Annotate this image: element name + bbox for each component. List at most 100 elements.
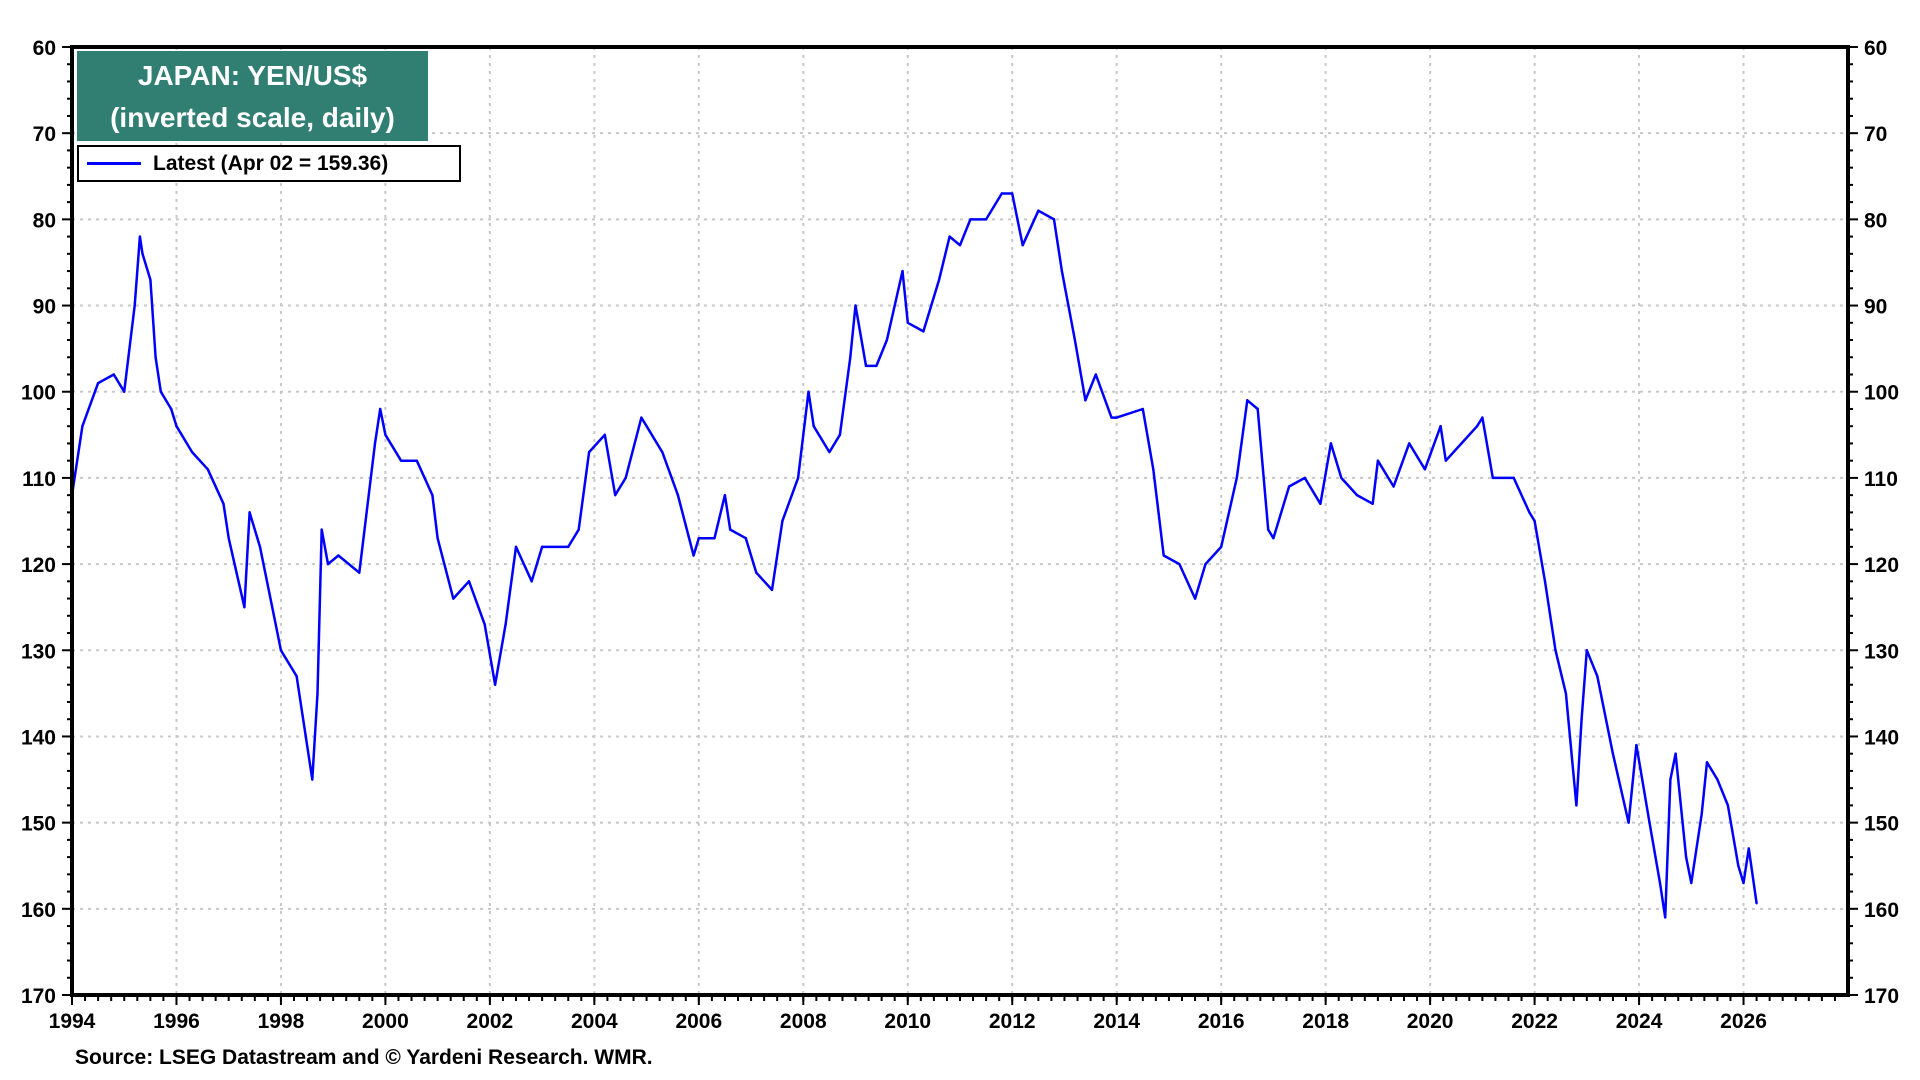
x-tick-label: 2010 <box>884 1010 931 1033</box>
data-point <box>326 562 330 566</box>
data-point <box>1408 442 1411 445</box>
data-point <box>378 407 382 411</box>
data-point <box>415 459 418 462</box>
data-point <box>1110 416 1113 419</box>
y-tick-label-left: 120 <box>21 554 56 577</box>
data-point <box>1663 916 1667 919</box>
data-point <box>781 519 784 523</box>
data-point <box>1235 476 1239 480</box>
data-point <box>279 649 283 652</box>
data-point <box>1319 502 1322 505</box>
data-point <box>1635 743 1638 747</box>
data-point <box>885 338 889 342</box>
data-point <box>274 623 277 626</box>
data-point <box>587 450 591 454</box>
data-point <box>1742 881 1745 885</box>
data-point <box>1152 468 1155 471</box>
data-point <box>958 244 962 247</box>
y-tick-label-right: 120 <box>1864 554 1899 577</box>
data-point <box>1596 674 1599 678</box>
data-point <box>1658 881 1662 885</box>
data-point <box>1423 468 1427 471</box>
legend: Latest (Apr 02 = 159.36) <box>77 145 461 182</box>
data-point <box>1060 269 1064 273</box>
data-point <box>1021 244 1024 247</box>
data-point <box>1444 459 1447 462</box>
data-point <box>1648 821 1651 824</box>
x-tick-label: 2020 <box>1407 1010 1454 1033</box>
data-point <box>1580 718 1583 721</box>
data-point <box>854 304 857 307</box>
data-point <box>1178 562 1181 566</box>
data-point <box>190 450 194 454</box>
x-tick-label: 2016 <box>1198 1010 1245 1033</box>
x-tick-label: 2008 <box>780 1010 827 1033</box>
data-point <box>937 278 941 281</box>
data-point <box>467 580 471 583</box>
series-line-yen-usd <box>70 192 1758 919</box>
y-tick-label-left: 140 <box>21 726 56 749</box>
data-point <box>1512 476 1515 480</box>
data-point <box>373 442 377 445</box>
data-point <box>530 580 533 583</box>
data-point <box>399 459 403 462</box>
x-tick-label: 2014 <box>1093 1010 1140 1033</box>
data-point <box>170 407 173 411</box>
data-point <box>1011 192 1014 195</box>
data-point <box>697 537 701 540</box>
data-point <box>1627 821 1630 824</box>
data-point <box>154 356 157 359</box>
grid <box>72 47 1848 995</box>
data-point <box>1726 804 1730 807</box>
data-point <box>1737 864 1740 867</box>
data-point <box>645 425 648 428</box>
data-point <box>1287 485 1291 488</box>
data-point <box>692 554 695 557</box>
data-point <box>1141 407 1145 411</box>
x-tick-label: 2004 <box>571 1010 618 1033</box>
data-point <box>1460 442 1463 445</box>
data-point <box>1564 692 1568 695</box>
data-point <box>1193 597 1197 600</box>
data-point <box>676 493 680 497</box>
data-point <box>603 433 606 437</box>
data-point <box>483 623 486 626</box>
y-tick-label-right: 110 <box>1864 468 1898 491</box>
y-tick-label-right: 70 <box>1864 123 1887 146</box>
data-point <box>1543 580 1547 583</box>
data-point <box>744 537 748 540</box>
x-tick-label: 2018 <box>1302 1010 1349 1033</box>
data-point <box>493 683 497 686</box>
data-point <box>1256 407 1259 411</box>
x-tick-label: 1998 <box>258 1010 305 1033</box>
data-point <box>713 537 716 540</box>
data-point <box>1392 485 1395 488</box>
data-point <box>1340 476 1343 480</box>
data-point <box>922 330 925 333</box>
y-tick-label-right: 60 <box>1864 37 1887 60</box>
data-point <box>1266 528 1270 531</box>
data-point <box>1528 511 1531 514</box>
x-tick-label: 2026 <box>1720 1010 1767 1033</box>
data-point <box>96 381 100 385</box>
data-point <box>316 692 319 695</box>
data-point <box>577 528 580 531</box>
data-point <box>1094 373 1098 376</box>
data-point <box>948 235 951 238</box>
data-point <box>807 390 810 393</box>
data-point <box>1037 209 1040 212</box>
data-point <box>1246 399 1249 402</box>
data-point <box>1115 416 1118 419</box>
source-note: Source: LSEG Datastream and © Yardeni Re… <box>75 1046 653 1069</box>
data-point <box>770 588 774 592</box>
data-point <box>337 554 340 557</box>
data-point <box>159 390 162 393</box>
data-point <box>1611 752 1615 755</box>
data-point <box>1690 881 1693 885</box>
data-point <box>1272 537 1275 540</box>
y-tick-label-left: 90 <box>33 296 56 319</box>
data-point <box>133 304 136 307</box>
y-tick-label-right: 130 <box>1864 640 1899 663</box>
data-point <box>1329 442 1333 445</box>
data-point <box>320 528 323 531</box>
